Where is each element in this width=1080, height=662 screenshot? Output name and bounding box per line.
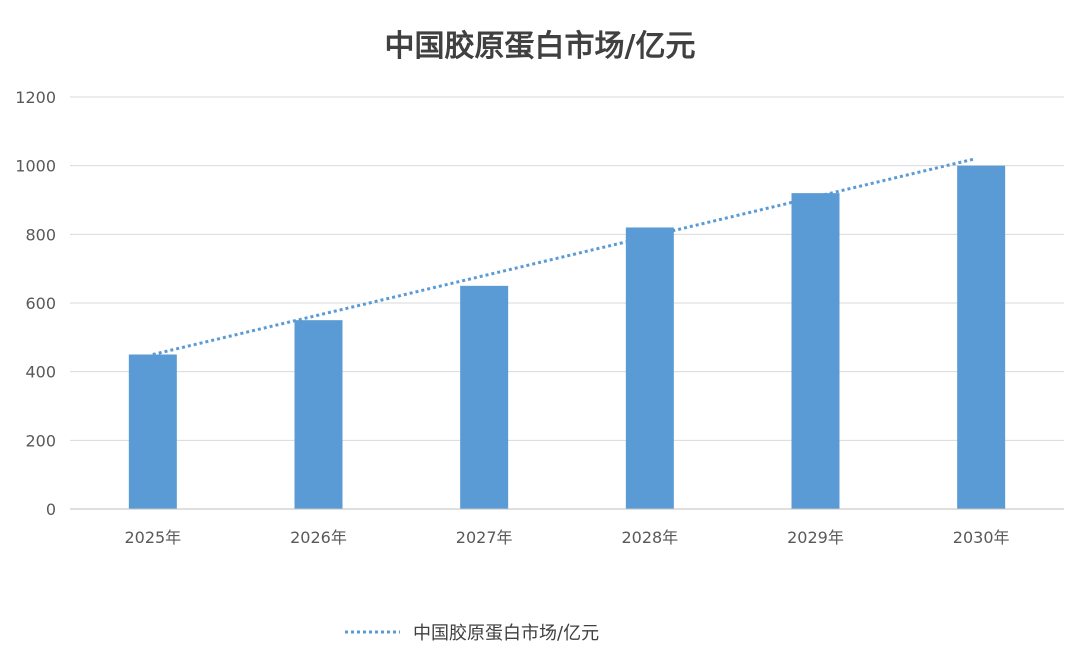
x-axis-ticks: 2025年 2026年 2027年 2028年 2029年 2030年 <box>124 528 1009 547</box>
x-tick-label: 2030年 <box>953 528 1010 547</box>
bars <box>128 165 1006 509</box>
trendline-group <box>152 157 976 356</box>
trendline <box>152 157 976 356</box>
chart-title: 中国胶原蛋白市场/亿元 <box>385 29 696 64</box>
x-tick-label: 2029年 <box>787 528 844 547</box>
x-tick-label: 2025年 <box>124 528 181 547</box>
bar <box>128 354 177 509</box>
y-tick-label: 1200 <box>15 88 56 107</box>
y-tick-label: 600 <box>25 294 56 313</box>
bar <box>625 227 674 509</box>
bar <box>791 193 840 509</box>
bar <box>294 320 343 509</box>
gridlines <box>70 96 1064 441</box>
y-tick-label: 0 <box>46 500 56 519</box>
legend-label: 中国胶原蛋白市场/亿元 <box>413 623 599 644</box>
y-tick-label: 200 <box>25 431 56 450</box>
bar <box>460 285 509 509</box>
y-tick-label: 800 <box>25 225 56 244</box>
bar <box>957 165 1006 509</box>
y-tick-label: 400 <box>25 363 56 382</box>
y-axis-ticks: 0 200 400 600 800 1000 1200 <box>15 88 56 519</box>
legend: 中国胶原蛋白市场/亿元 <box>345 623 599 644</box>
x-tick-label: 2026年 <box>290 528 347 547</box>
x-tick-label: 2028年 <box>621 528 678 547</box>
y-tick-label: 1000 <box>15 157 56 176</box>
x-tick-label: 2027年 <box>456 528 513 547</box>
